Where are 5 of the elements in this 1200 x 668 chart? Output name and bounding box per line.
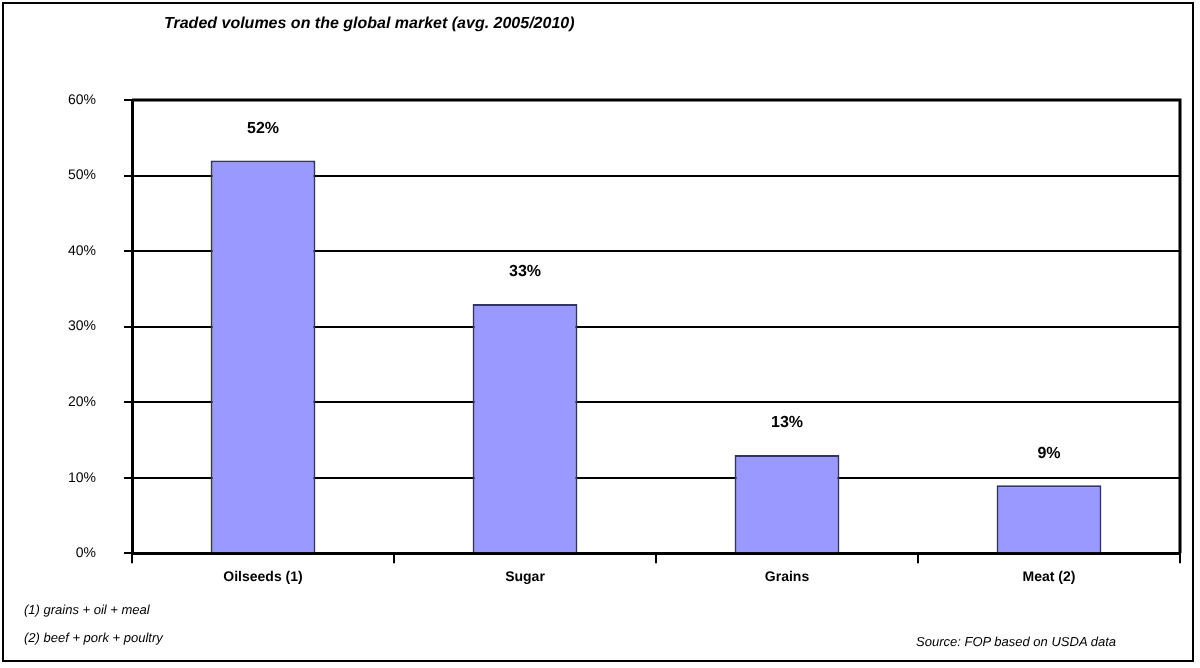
data-label: 33% [509,262,542,281]
data-label: 9% [1037,443,1061,462]
chart-title: Traded volumes on the global market (avg. 2005/2010) [164,14,575,32]
data-label: 13% [770,413,804,432]
data-label: 52% [247,118,280,137]
